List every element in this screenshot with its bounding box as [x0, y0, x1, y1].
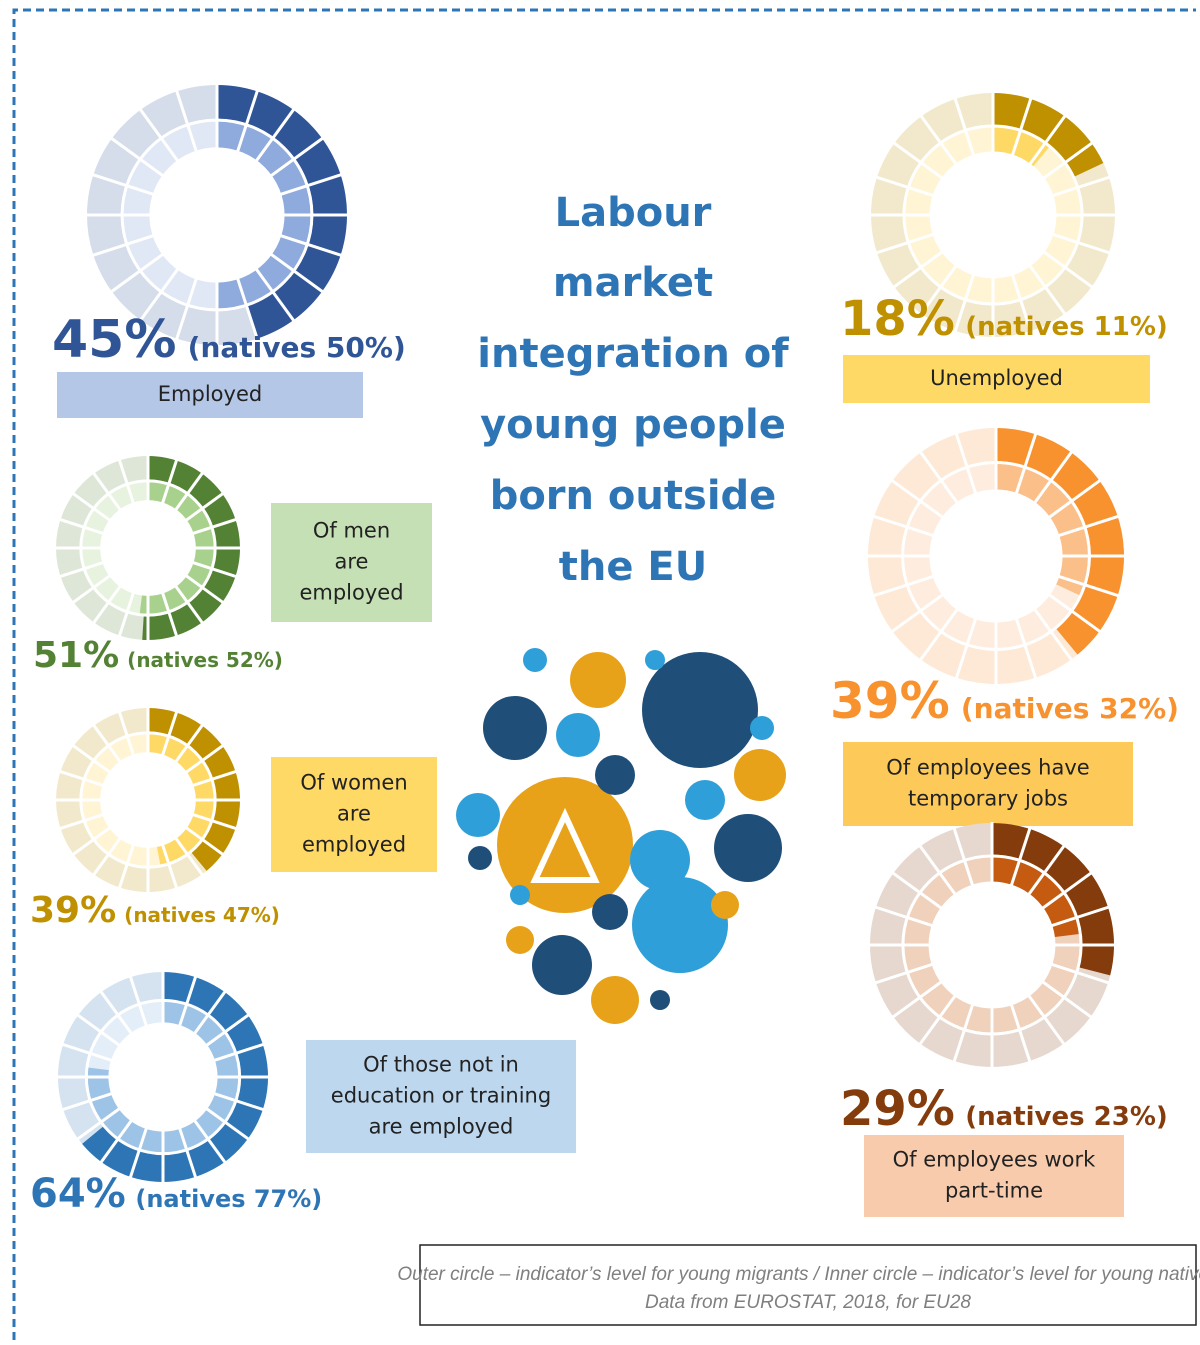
- value-label: 18%: [840, 291, 955, 347]
- title-line: market: [553, 260, 713, 306]
- donut-chart: 64% (natives 77%) Of those not in education…: [30, 971, 576, 1217]
- title-line: the EU: [559, 544, 707, 590]
- value-label: 45%: [52, 310, 176, 370]
- note: Data from EUROSTAT, 2018, for EU28: [645, 1292, 971, 1313]
- title-line: integration of: [477, 331, 789, 377]
- natives-label: (natives 52%): [127, 648, 283, 672]
- value-label: 64%: [30, 1171, 126, 1217]
- donut-chart: 51% (natives 52%) Of men are employed: [33, 455, 432, 676]
- indicator-label: are: [335, 550, 369, 574]
- natives-label: (natives 47%): [124, 903, 280, 927]
- natives-label: (natives 23%): [965, 1102, 1168, 1132]
- indicator-label: Of employees work: [893, 1148, 1097, 1172]
- donut-chart: 45% (natives 50%) Employed: [52, 84, 406, 418]
- ring-track: [917, 139, 1068, 290]
- natives-label: (natives 77%): [135, 1185, 322, 1213]
- title-line: young people: [480, 402, 786, 448]
- indicator-label: Of women: [300, 771, 407, 795]
- donut-chart: 39% (natives 47%) Of women are employed: [30, 707, 437, 931]
- note: Outer circle – indicator’s level for you…: [397, 1264, 1200, 1285]
- indicator-label: are employed: [369, 1115, 514, 1139]
- value-label: 29%: [840, 1081, 955, 1137]
- value-label: 39%: [830, 672, 950, 730]
- indicator-label: Of those not in: [363, 1053, 519, 1077]
- donut-chart: 29% (natives 23%) Of employees work part-ti…: [840, 822, 1168, 1217]
- natives-label: (natives 11%): [965, 312, 1168, 342]
- indicator-label: education or training: [331, 1084, 551, 1108]
- donut-chart: 39% (natives 32%) Of employees have tempora…: [830, 427, 1179, 826]
- title-line: Labour: [555, 190, 712, 236]
- title-block: Labour market integration of young peopl…: [477, 190, 789, 590]
- natives-label: (natives 32%): [961, 692, 1179, 725]
- indicator-label: part-time: [945, 1179, 1043, 1203]
- value-label: 39%: [30, 890, 116, 931]
- indicator-label: Of men: [313, 519, 390, 543]
- indicator-label: employed: [302, 833, 406, 857]
- indicator-label: temporary jobs: [908, 787, 1068, 811]
- infographic: Labour market integration of young peopl…: [0, 0, 1200, 1345]
- value-label: 51%: [33, 635, 119, 676]
- icon-cluster: [456, 648, 786, 1024]
- indicator-label: Employed: [158, 382, 262, 406]
- indicator-label: Of employees have: [886, 756, 1089, 780]
- indicator-label: employed: [299, 581, 403, 605]
- title-line: born outside: [490, 473, 777, 519]
- indicator-label: are: [337, 802, 371, 826]
- indicator-label: Unemployed: [930, 366, 1063, 390]
- donut-chart: 18% (natives 11%) Unemployed: [840, 92, 1168, 403]
- natives-label: (natives 50%): [188, 331, 406, 364]
